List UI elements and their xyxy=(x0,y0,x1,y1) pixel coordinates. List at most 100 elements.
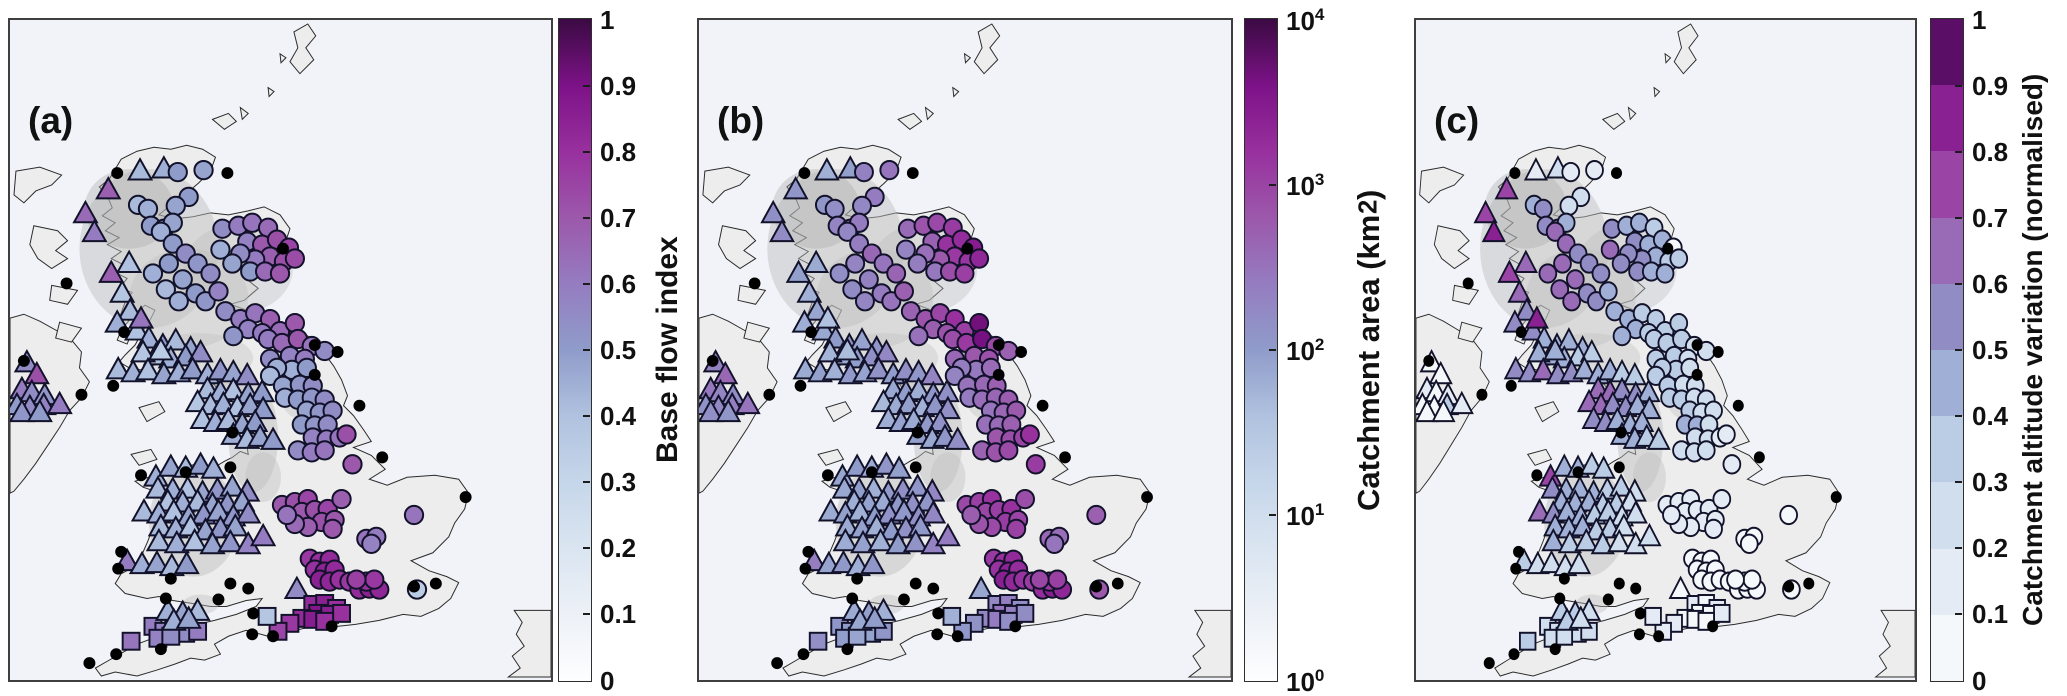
coastal-dot xyxy=(931,628,944,641)
station-marker-square xyxy=(808,631,828,651)
colorbar-tick-label: 0 xyxy=(600,665,615,696)
station-marker-circle xyxy=(1550,279,1570,300)
coastal-dot xyxy=(1712,346,1724,358)
colorbar-b-title: Catchment area (km 2) xyxy=(1351,189,1386,511)
colorbar-tick-label: 0.2 xyxy=(1972,533,2009,564)
station-marker-triangle xyxy=(1523,157,1549,181)
coastal-dot xyxy=(331,346,344,358)
colorbar-tick-label: 0.9 xyxy=(600,70,637,101)
coastal-dot xyxy=(135,469,147,482)
coastal-dot xyxy=(1510,562,1522,575)
coastal-dot xyxy=(1531,469,1543,482)
station-marker-circle xyxy=(1598,281,1618,302)
station-marker-triangle xyxy=(935,522,961,547)
station-marker-square xyxy=(1644,606,1662,626)
coastal-dot xyxy=(376,451,389,464)
colorbar-tick-label: 0.7 xyxy=(1972,202,2009,233)
station-marker-circle xyxy=(150,221,172,242)
colorbar-tick-label: 0.1 xyxy=(600,599,637,630)
station-marker-triangle xyxy=(849,327,875,351)
colorbar-a-title: Base flow index xyxy=(651,236,684,464)
coastal-dot xyxy=(1009,620,1022,633)
coastal-dot xyxy=(308,368,321,381)
coastal-dot xyxy=(992,339,1005,351)
coastal-dot xyxy=(1090,580,1103,593)
station-marker-triangle xyxy=(163,529,190,554)
station-marker-triangle xyxy=(173,550,200,575)
station-marker-circle xyxy=(210,239,231,260)
station-marker-circle xyxy=(842,279,863,300)
station-marker-triangle xyxy=(1539,549,1564,574)
station-marker-circle xyxy=(1006,518,1027,540)
coastal-dot xyxy=(898,593,910,606)
station-marker-triangle xyxy=(219,473,246,497)
station-marker-triangle xyxy=(81,218,108,243)
station-marker-triangle xyxy=(283,575,310,599)
coastal-dot xyxy=(1611,167,1623,180)
panel-label-b: (b) xyxy=(717,100,765,141)
station-marker-circle xyxy=(1704,518,1723,540)
station-marker-circle xyxy=(158,253,179,274)
coastal-dot xyxy=(798,167,811,180)
colorbar-tick-label: 0.8 xyxy=(600,136,637,167)
station-marker-triangle xyxy=(902,528,929,553)
station-marker-triangle xyxy=(734,390,761,415)
coastal-dot xyxy=(221,167,234,180)
coastal-dot xyxy=(794,379,807,392)
station-marker-triangle xyxy=(145,527,173,552)
coastal-dot xyxy=(75,388,88,401)
station-marker-circle xyxy=(223,325,244,347)
station-marker-circle xyxy=(284,248,306,269)
station-marker-triangle xyxy=(1552,453,1577,477)
station-marker-circle xyxy=(1029,569,1050,590)
station-marker-circle xyxy=(172,269,193,290)
station-marker-circle xyxy=(1611,253,1631,274)
colorbar-tick-label: 0.6 xyxy=(1972,268,2009,299)
station-marker-circle xyxy=(364,569,385,590)
station-marker-triangle xyxy=(10,398,36,423)
colorbar-zone-c: Catchment altitude variation (normalised… xyxy=(1917,7,2067,694)
station-marker-square xyxy=(1015,603,1035,623)
coastal-dot xyxy=(115,545,128,558)
station-marker-circle xyxy=(1662,504,1681,526)
station-marker-triangle xyxy=(904,473,931,497)
coastal-dot xyxy=(1633,628,1645,641)
station-marker-circle xyxy=(168,291,189,312)
colorbar-tick-label: 0.1 xyxy=(1972,599,2009,630)
station-marker-triangle xyxy=(1473,199,1498,224)
coastal-dot xyxy=(865,466,878,479)
station-marker-triangle xyxy=(1494,176,1519,200)
station-marker-triangle xyxy=(175,605,202,629)
colorbar-tick xyxy=(1955,613,1962,616)
station-marker-triangle xyxy=(1557,529,1582,554)
station-marker-circle xyxy=(1015,488,1035,510)
map-panel-a: (a) xyxy=(8,18,553,682)
station-marker-triangle xyxy=(200,455,227,479)
colorbar-tick xyxy=(1955,282,1962,285)
station-marker-square xyxy=(942,606,962,626)
coastal-dot xyxy=(1036,399,1049,412)
colorbar-tick xyxy=(1955,481,1962,484)
coastal-dot xyxy=(83,657,96,670)
coastal-dot xyxy=(802,545,815,558)
colorbar-tick xyxy=(1955,216,1962,219)
station-marker-circle xyxy=(137,198,159,219)
colorbar-segment xyxy=(1931,482,1963,549)
colorbar-tick xyxy=(583,547,590,550)
coastal-dot xyxy=(1111,577,1124,590)
station-marker-square xyxy=(332,603,351,623)
colorbar-tick xyxy=(583,481,590,484)
station-marker-circle xyxy=(1717,424,1736,445)
coastal-dot xyxy=(846,592,859,605)
station-marker-triangle xyxy=(1543,337,1568,361)
coastal-dot xyxy=(821,469,834,482)
colorbar-segment xyxy=(1931,85,1963,152)
station-marker-triangle xyxy=(1481,218,1506,243)
coastal-dot xyxy=(1691,368,1703,381)
coastal-dot xyxy=(911,426,924,439)
station-marker-triangle xyxy=(127,305,155,329)
station-marker-triangle xyxy=(814,305,841,329)
colorbar-zone-a: Base flow index 0 0.1 0.2 0.3 0.4 0.5 0.6 0.7 0.… xyxy=(553,7,697,694)
colorbar-c xyxy=(1930,18,1964,682)
station-marker-circle xyxy=(1533,198,1553,219)
